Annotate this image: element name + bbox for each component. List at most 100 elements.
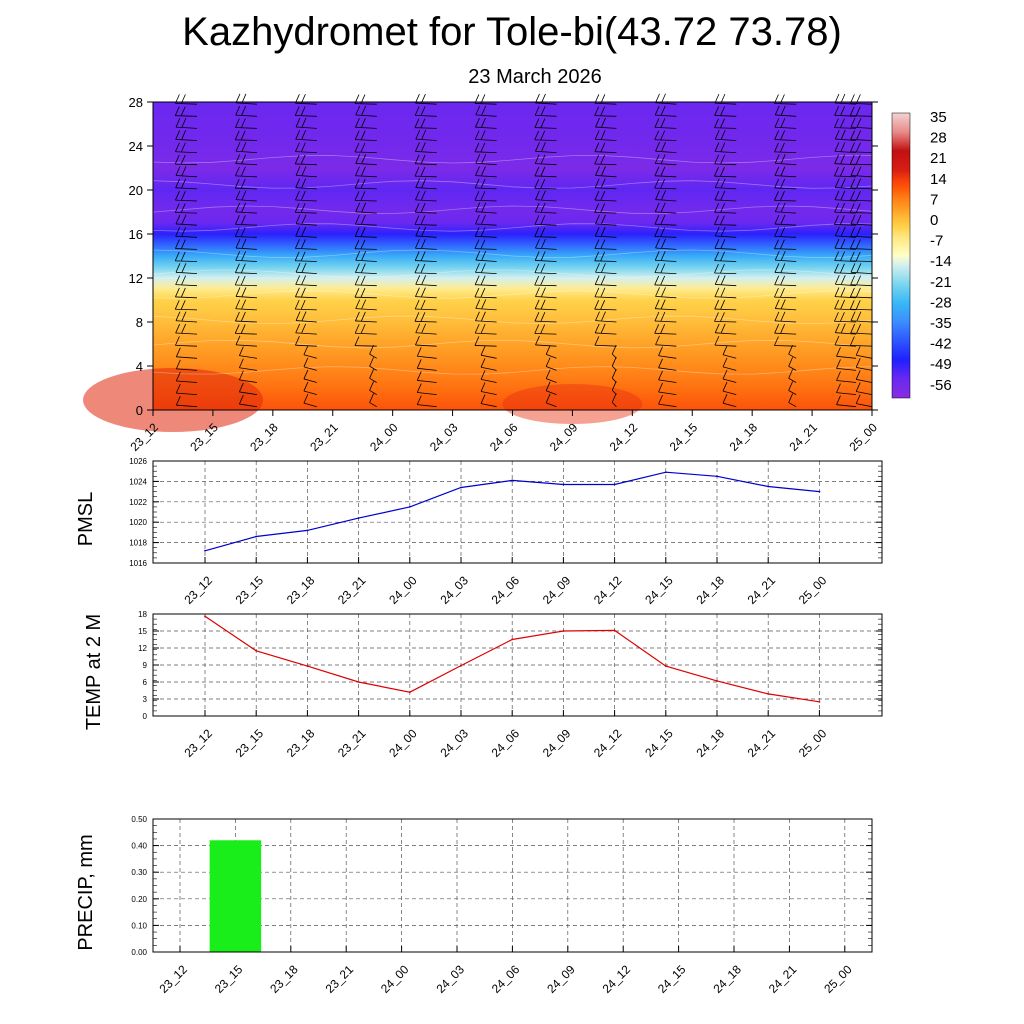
- plot-frame: [152, 818, 873, 953]
- wind-barb: [774, 336, 797, 347]
- wind-barb: [355, 263, 377, 274]
- wind-barb: [788, 381, 797, 395]
- wind-barb: [295, 142, 317, 153]
- data-point: [716, 679, 718, 682]
- y-tick-label: 0.50: [131, 815, 147, 824]
- wind-barb: [238, 358, 257, 371]
- x-tick-label: 24_03: [433, 962, 467, 996]
- wind-barb: [474, 275, 497, 287]
- wind-barb: [654, 202, 677, 214]
- wind-barb: [855, 394, 873, 408]
- wind-barb: [774, 324, 797, 335]
- colorbar: [891, 112, 911, 399]
- data-point: [408, 691, 411, 694]
- wind-barb: [414, 299, 437, 311]
- wind-barb: [235, 118, 257, 129]
- x-tick-label: 24_06: [489, 573, 523, 607]
- wind-barb: [295, 226, 317, 238]
- x-tick-label: 25_00: [846, 420, 880, 454]
- wind-barb: [235, 93, 257, 105]
- wind-barb: [714, 299, 737, 311]
- y-tick-label: 0.30: [131, 868, 147, 877]
- data-point: [255, 535, 258, 538]
- x-tick-label: 24_15: [642, 726, 676, 760]
- colorbar-label: 28: [930, 130, 947, 147]
- wind-barb: [416, 383, 437, 395]
- wind-barb: [654, 166, 677, 178]
- x-tick-label: 24_09: [540, 573, 574, 607]
- wind-barb: [834, 226, 857, 238]
- x-tick-label: 23_15: [233, 726, 267, 760]
- wind-barb: [355, 154, 377, 166]
- wind-barb: [174, 251, 198, 262]
- x-tick-label: 24_15: [655, 962, 689, 996]
- wind-barb: [850, 239, 873, 250]
- wind-barb: [354, 130, 377, 141]
- wind-barb: [545, 381, 557, 395]
- wind-barb: [658, 382, 677, 395]
- wind-barb: [594, 178, 617, 190]
- wind-barb: [369, 393, 377, 408]
- wind-barb: [850, 287, 873, 299]
- x-tick-label: 24_12: [607, 420, 641, 454]
- wind-barb: [655, 93, 677, 105]
- wind-barb: [295, 263, 317, 274]
- wind-barb: [850, 275, 873, 287]
- wind-barb: [654, 275, 677, 287]
- wind-barb: [714, 251, 737, 262]
- x-tick-label: 24_18: [693, 726, 727, 760]
- wind-barb: [836, 395, 857, 408]
- wind-barb: [238, 370, 257, 383]
- wind-barb: [836, 359, 857, 371]
- colorbar-label: -7: [930, 233, 943, 250]
- y-tick-label: 20: [129, 183, 143, 198]
- y-tick-label: 18: [138, 610, 147, 619]
- wind-barb: [234, 227, 257, 238]
- wind-barb: [474, 323, 497, 335]
- x-tick-label: 24_15: [642, 573, 676, 607]
- data-point: [562, 483, 565, 486]
- wind-barb: [595, 166, 617, 178]
- wind-barb: [295, 311, 317, 323]
- y-tick-label: 1018: [129, 539, 147, 548]
- wind-barb: [175, 239, 198, 250]
- wind-barb: [480, 358, 497, 371]
- y-axis-label: PMSL: [75, 492, 97, 546]
- page-subtitle: 23 March 2026: [468, 66, 602, 88]
- wind-barb: [238, 346, 257, 359]
- wind-barb: [594, 336, 617, 347]
- contour-line: [152, 366, 873, 375]
- wind-barb: [535, 93, 557, 105]
- wind-barb: [235, 251, 257, 262]
- data-point: [613, 483, 616, 486]
- wind-barb: [849, 106, 873, 117]
- wind-barb: [714, 142, 737, 153]
- wind-barb: [654, 130, 677, 141]
- x-tick-label: 23_15: [212, 962, 246, 996]
- wind-barb: [474, 336, 497, 347]
- wind-barb: [850, 142, 873, 153]
- wind-barb: [415, 323, 437, 335]
- wind-barb: [849, 300, 873, 311]
- wind-barb: [355, 251, 377, 262]
- wind-barb: [534, 154, 557, 166]
- wind-barb: [545, 393, 557, 408]
- wind-barb: [416, 347, 437, 359]
- wind-barb: [355, 166, 377, 178]
- colorbar-label: -14: [930, 253, 952, 270]
- wind-barb: [774, 263, 797, 274]
- wind-barb: [595, 214, 617, 226]
- wind-barb: [175, 275, 198, 287]
- wind-barb: [416, 371, 437, 383]
- wind-barb: [480, 370, 497, 383]
- wind-barb: [714, 154, 737, 166]
- x-tick-label: 23_12: [181, 726, 215, 760]
- wind-barb: [850, 227, 873, 238]
- data-point: [255, 649, 258, 652]
- wind-barb: [834, 118, 857, 129]
- wind-barb: [850, 263, 873, 274]
- wind-barb: [235, 105, 257, 117]
- wind-barb: [834, 190, 857, 202]
- page-title: Kazhydromet for Tole-bi(43.72 73.78): [182, 10, 842, 54]
- x-tick-label: 24_00: [386, 726, 420, 760]
